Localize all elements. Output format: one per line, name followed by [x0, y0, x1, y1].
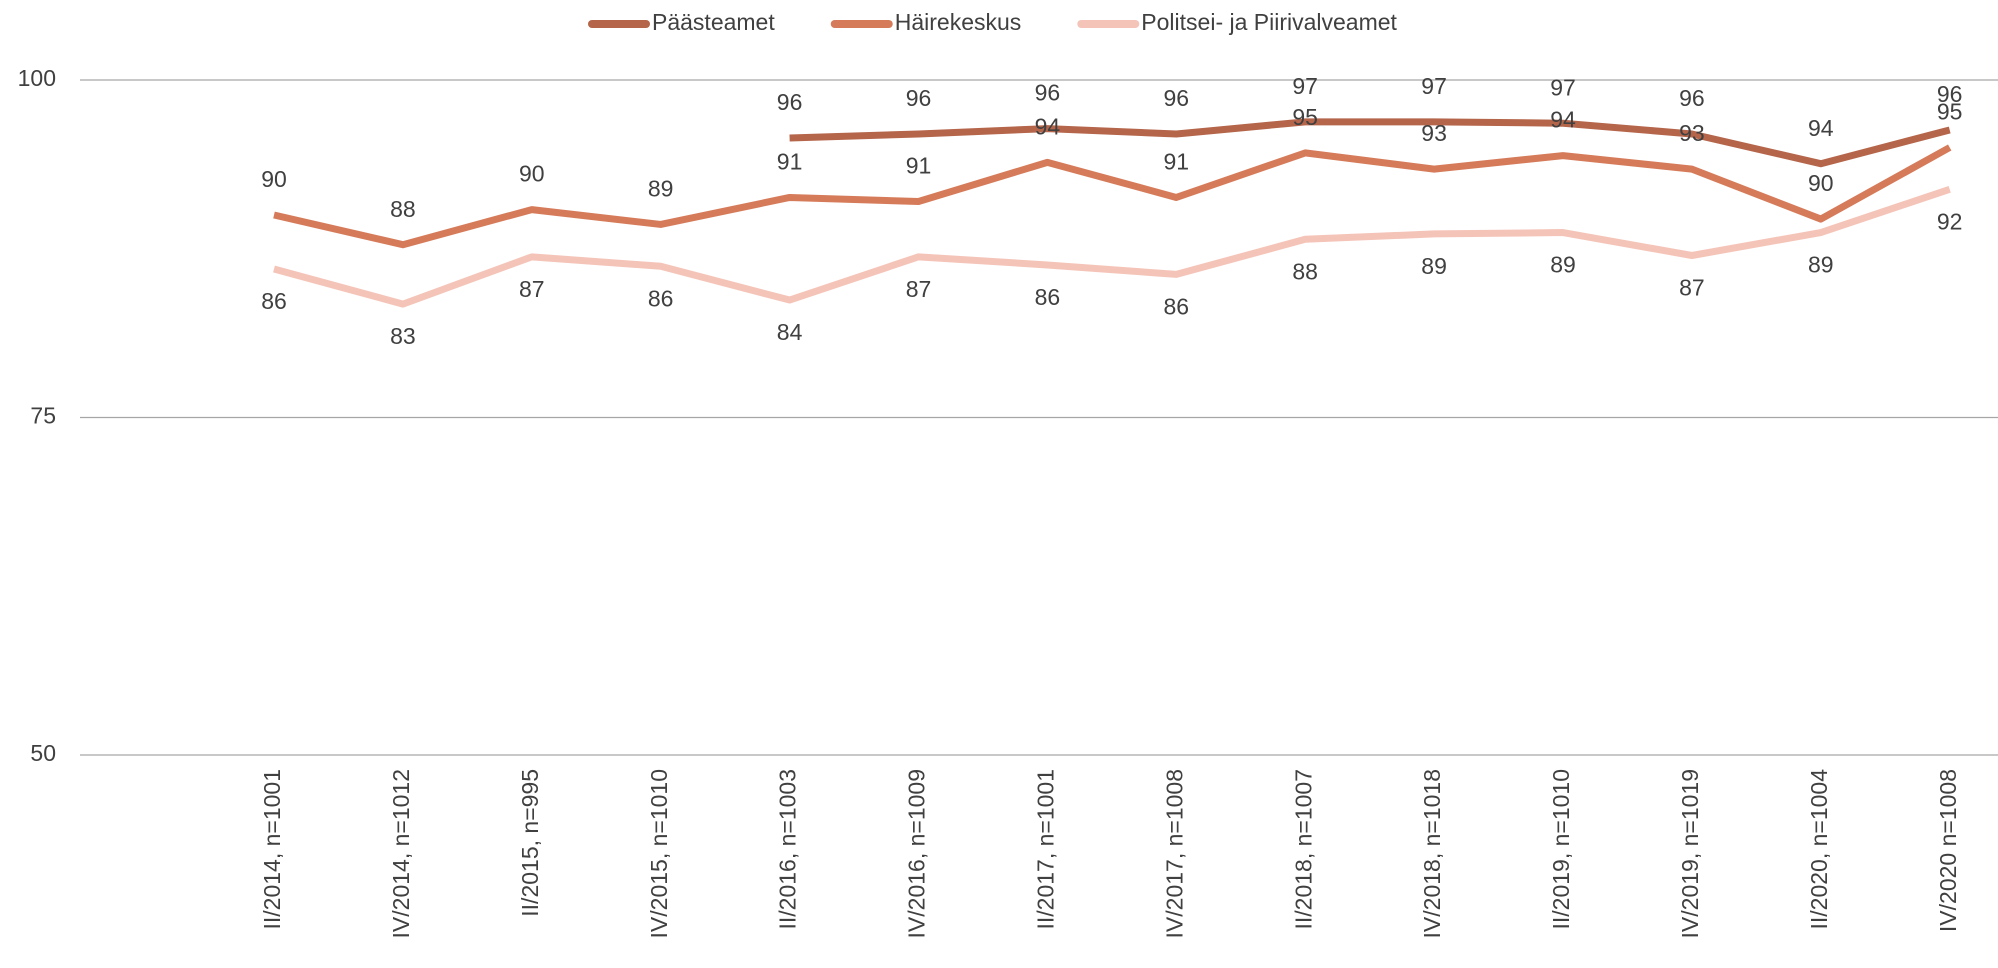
series-line: [789, 118, 1951, 168]
data-label: 88: [1292, 258, 1318, 284]
data-label: 94: [1808, 115, 1834, 141]
y-tick-label: 50: [30, 740, 56, 766]
x-tick-label: II/2014, n=1001: [259, 769, 285, 930]
data-label: 89: [1808, 252, 1834, 278]
data-label: 91: [777, 149, 803, 175]
data-label: 86: [648, 285, 674, 311]
x-tick-label: IV/2016, n=1009: [904, 769, 930, 938]
data-label: 83: [390, 323, 416, 349]
data-label: 87: [1679, 275, 1705, 301]
data-label: 93: [1679, 120, 1705, 146]
data-label: 86: [261, 288, 287, 314]
legend-label: Politsei- ja Piirivalveamet: [1141, 9, 1397, 35]
data-label: 96: [777, 89, 803, 115]
data-label: 89: [1550, 252, 1576, 278]
x-tick-label: IV/2015, n=1010: [646, 769, 672, 938]
x-tick-label: IV/2019, n=1019: [1677, 769, 1703, 938]
data-label: 97: [1421, 73, 1447, 99]
data-label: 94: [1550, 107, 1576, 133]
data-label: 89: [648, 176, 674, 202]
data-label: 86: [1035, 284, 1061, 310]
data-label: 90: [519, 161, 545, 187]
x-tick-label: II/2016, n=1003: [775, 769, 801, 930]
legend-label: Päästeamet: [652, 9, 775, 35]
x-tick-label: IV/2017, n=1008: [1161, 769, 1187, 938]
y-tick-label: 100: [18, 65, 56, 91]
series-line: [273, 144, 1952, 249]
data-label: 87: [519, 276, 545, 302]
data-label: 95: [1292, 104, 1318, 130]
data-label: 86: [1164, 293, 1190, 319]
x-tick-label: IV/2018, n=1018: [1419, 769, 1445, 938]
x-tick-label: II/2017, n=1001: [1032, 769, 1058, 930]
data-label: 96: [1035, 80, 1061, 106]
data-label: 90: [261, 166, 287, 192]
x-tick-label: II/2019, n=1010: [1548, 769, 1574, 930]
series-line: [273, 186, 1951, 308]
data-label: 97: [1550, 74, 1576, 100]
data-label: 91: [906, 153, 932, 179]
data-label: 92: [1937, 208, 1963, 234]
x-tick-label: II/2020, n=1004: [1806, 769, 1832, 930]
legend-label: Häirekeskus: [895, 9, 1022, 35]
data-label: 89: [1421, 253, 1447, 279]
data-label: 96: [1164, 85, 1190, 111]
x-tick-label: II/2015, n=995: [517, 769, 543, 917]
data-label: 96: [906, 85, 932, 111]
data-label: 95: [1937, 99, 1963, 125]
y-tick-label: 75: [30, 403, 56, 429]
data-label: 84: [777, 319, 803, 345]
data-label: 91: [1164, 149, 1190, 175]
data-label: 94: [1035, 113, 1061, 139]
x-tick-label: IV/2020 n=1008: [1935, 769, 1961, 932]
data-label: 88: [390, 196, 416, 222]
data-label: 90: [1808, 170, 1834, 196]
data-label: 87: [906, 276, 932, 302]
data-label: 93: [1421, 120, 1447, 146]
data-label: 96: [1937, 81, 1963, 107]
data-label: 97: [1292, 73, 1318, 99]
x-tick-label: IV/2014, n=1012: [388, 769, 414, 938]
data-label: 96: [1679, 85, 1705, 111]
x-tick-label: II/2018, n=1007: [1290, 769, 1316, 930]
